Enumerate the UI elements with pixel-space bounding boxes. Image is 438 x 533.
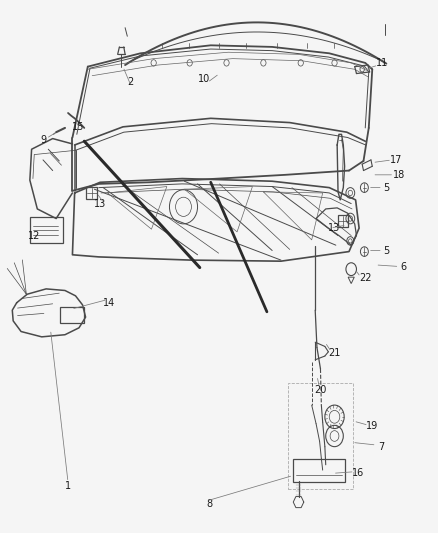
Text: 15: 15: [72, 122, 84, 132]
Text: 13: 13: [328, 223, 340, 233]
Text: 7: 7: [377, 442, 383, 451]
Text: 10: 10: [198, 74, 210, 84]
Text: 8: 8: [206, 499, 212, 508]
Text: 21: 21: [328, 348, 340, 358]
Text: 13: 13: [94, 199, 106, 208]
Text: 5: 5: [382, 183, 389, 192]
Text: 20: 20: [314, 385, 326, 395]
Text: 18: 18: [392, 170, 404, 180]
Text: 5: 5: [382, 246, 389, 255]
Text: 11: 11: [375, 58, 387, 68]
Text: 1: 1: [65, 481, 71, 491]
Text: 19: 19: [365, 422, 378, 431]
Text: 14: 14: [102, 298, 115, 308]
Text: 2: 2: [127, 77, 134, 86]
Text: 9: 9: [40, 135, 46, 144]
Text: 16: 16: [351, 469, 363, 478]
Text: 12: 12: [28, 231, 40, 240]
Text: 6: 6: [400, 262, 406, 271]
Text: 22: 22: [358, 273, 371, 283]
Text: 17: 17: [389, 155, 401, 165]
